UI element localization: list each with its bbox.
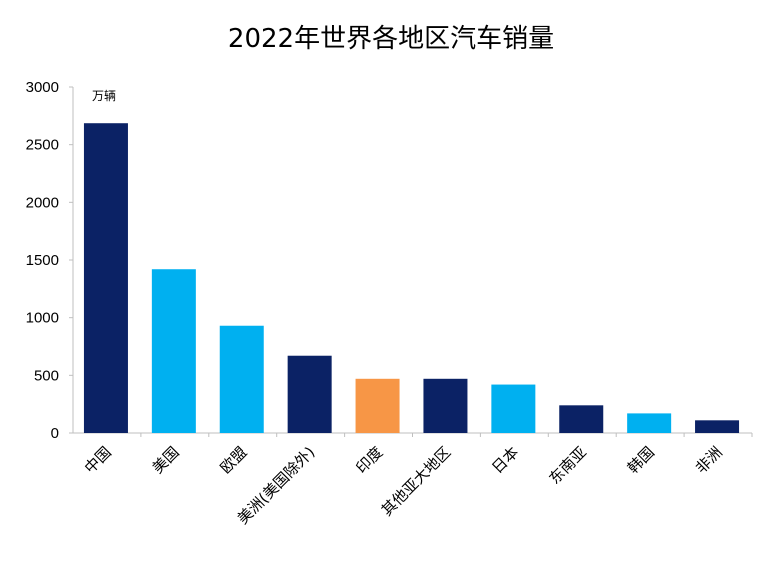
unit-label: 万辆 (92, 89, 116, 103)
y-tick-label: 2000 (26, 194, 59, 211)
x-tick-label: 中国 (81, 443, 115, 477)
y-tick-label: 1000 (26, 310, 59, 327)
chart-bars (83, 123, 740, 434)
x-tick-label: 日本 (488, 443, 522, 477)
x-tick-label: 印度 (352, 443, 386, 477)
x-tick-label: 美国 (149, 443, 183, 477)
bar (287, 355, 332, 433)
y-tick-label: 1500 (26, 252, 59, 269)
bar (355, 378, 400, 433)
x-tick-label: 非洲 (692, 443, 726, 477)
x-tick-label: 东南亚 (546, 443, 591, 488)
bar (219, 325, 264, 433)
x-tick-label: 欧盟 (217, 443, 251, 477)
y-tick-label: 3000 (26, 79, 59, 96)
bar (491, 384, 536, 433)
y-tick-label: 2500 (26, 137, 59, 154)
x-tick-label: 其他亚大地区 (378, 443, 454, 519)
bar (627, 413, 672, 433)
chart-axes: 0 500 1000 1500 2000 2500 3000 (26, 79, 753, 442)
bar (559, 405, 604, 433)
bar (423, 378, 468, 433)
bar (83, 123, 128, 434)
y-tick-label: 0 (51, 425, 59, 442)
y-tick-label: 500 (34, 367, 59, 384)
bar (151, 269, 196, 433)
chart-title: 2022年世界各地区汽车销量 (227, 24, 555, 54)
x-tick-label: 韩国 (624, 443, 658, 477)
bar (695, 420, 740, 433)
